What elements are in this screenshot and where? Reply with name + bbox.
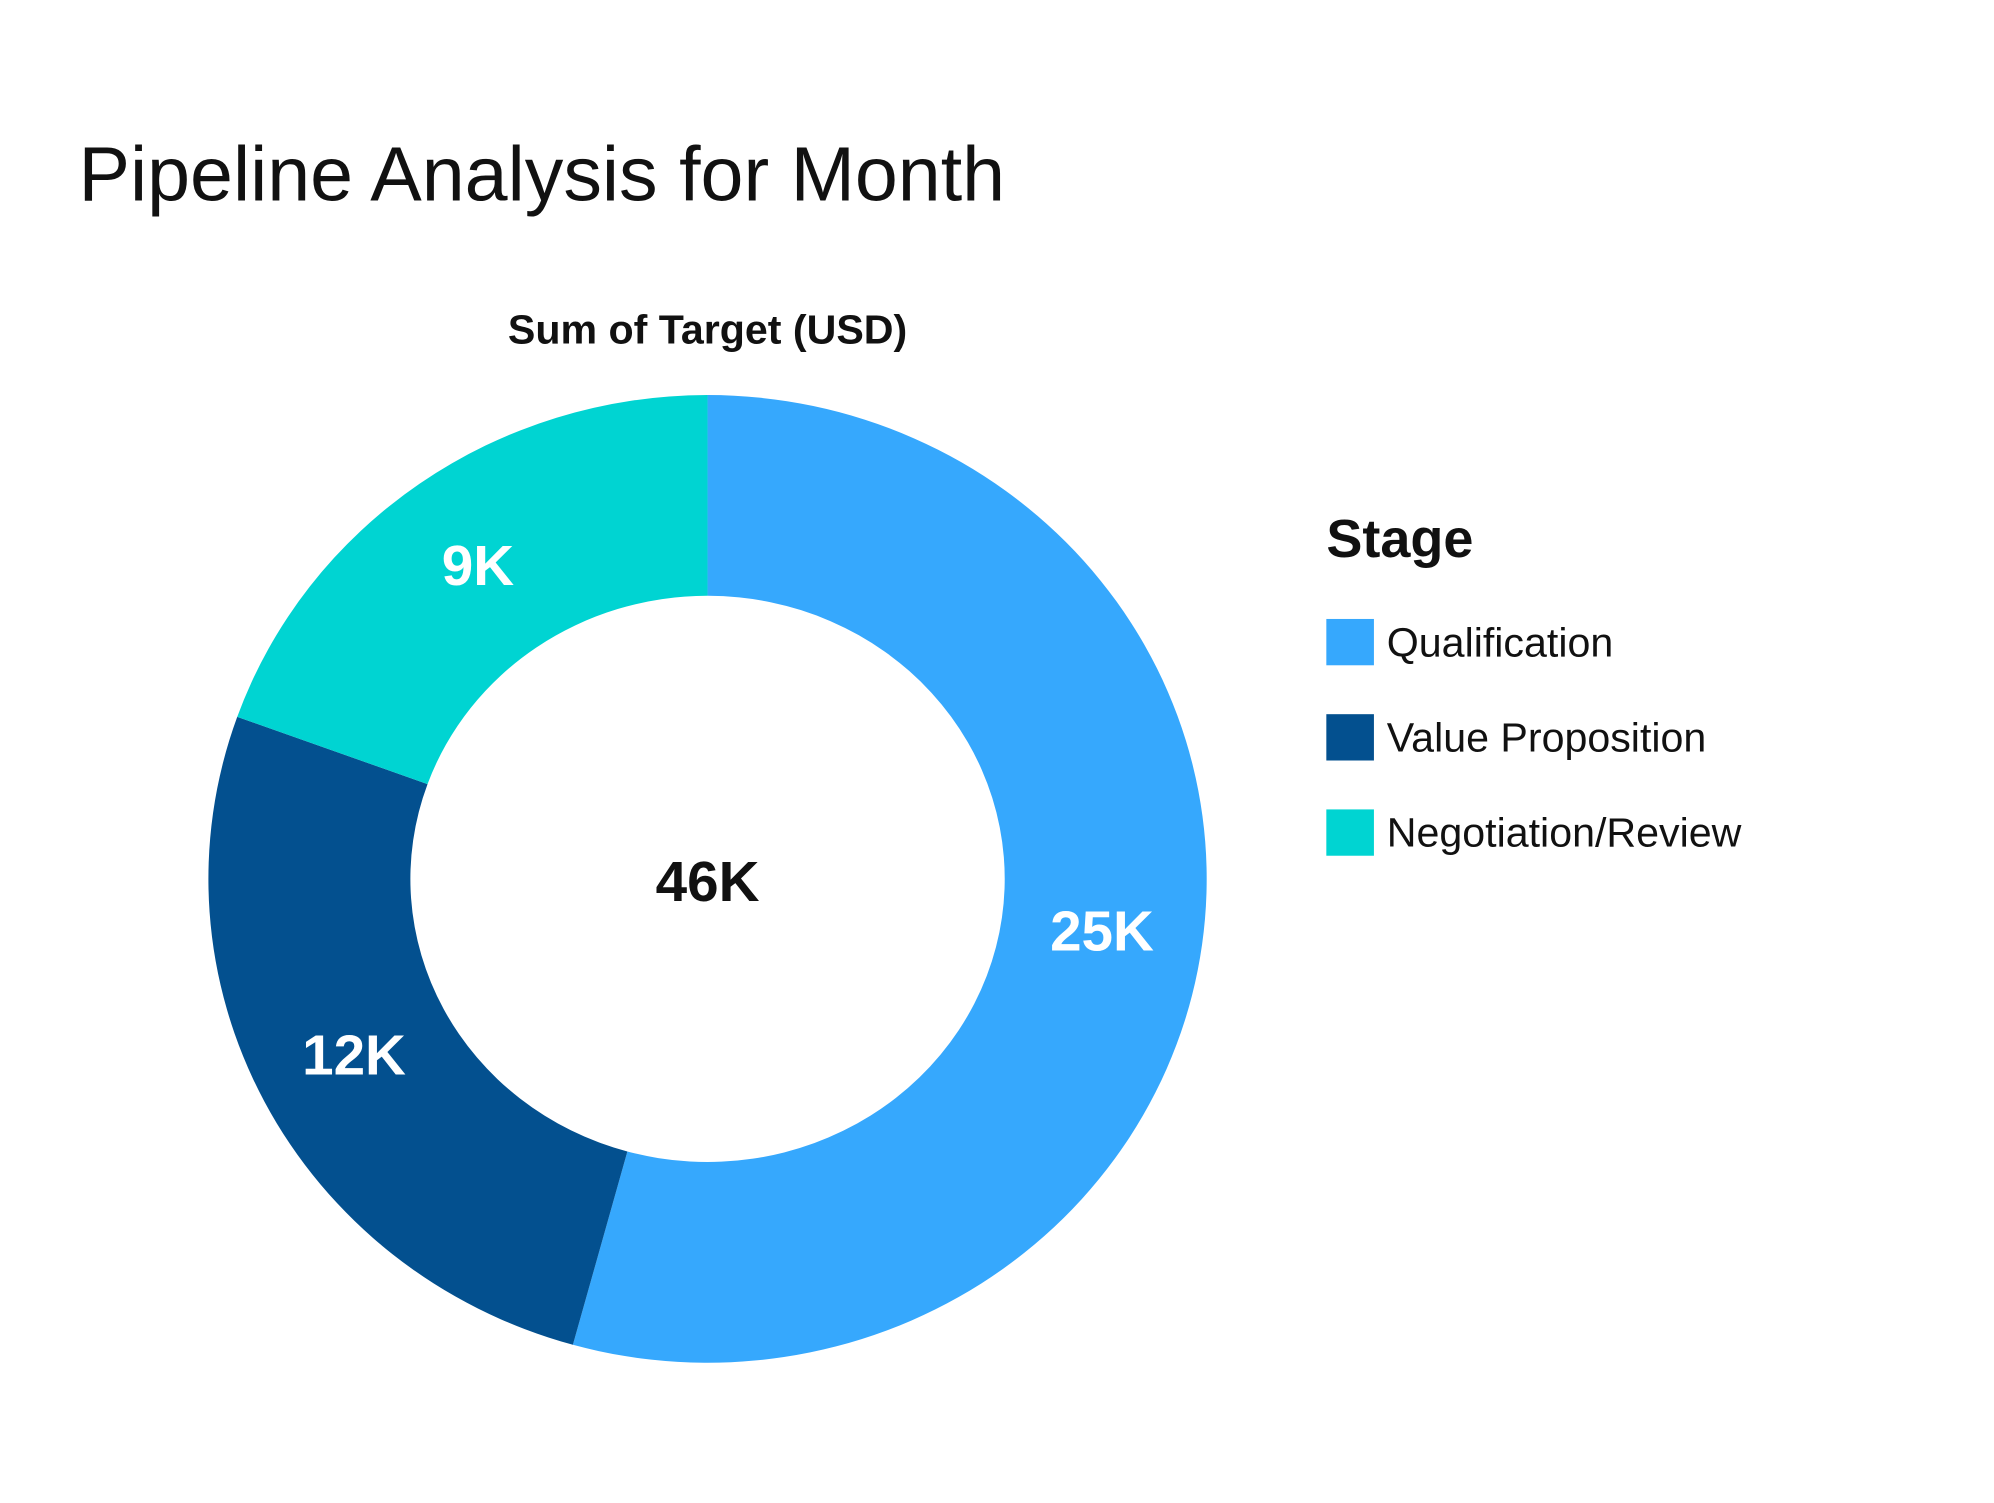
- slice-negotiation-review[interactable]: [237, 395, 708, 785]
- chart-title: Pipeline Analysis for Month: [78, 132, 1005, 218]
- slice-value-proposition[interactable]: [208, 716, 628, 1345]
- legend-title: Stage: [1326, 509, 1473, 569]
- center-total-label: 46K: [656, 850, 760, 913]
- legend-swatch: [1326, 714, 1374, 761]
- slice-value-label: 12K: [302, 1024, 406, 1087]
- slice-qualification[interactable]: [572, 395, 1207, 1363]
- donut-slices: [208, 395, 1207, 1363]
- legend-swatch: [1326, 618, 1374, 666]
- legend-swatch: [1326, 809, 1374, 856]
- legend-label[interactable]: Qualification: [1387, 619, 1613, 665]
- legend-label[interactable]: Negotiation/Review: [1387, 810, 1742, 856]
- chart-subtitle: Sum of Target (USD): [508, 307, 907, 353]
- legend: Qualification Value Proposition Negotiatio…: [1326, 618, 1742, 856]
- slice-labels: 25K 12K 9K: [302, 534, 1154, 1087]
- legend-label[interactable]: Value Proposition: [1387, 714, 1707, 760]
- slice-value-label: 25K: [1050, 899, 1154, 962]
- slice-value-label: 9K: [442, 534, 514, 597]
